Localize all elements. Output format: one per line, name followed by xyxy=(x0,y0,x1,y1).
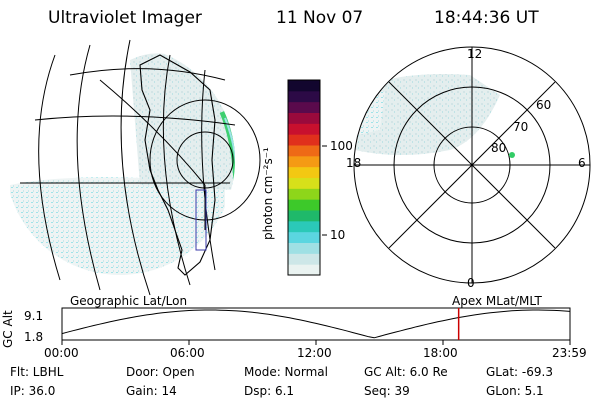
mlat-label-80: 80 xyxy=(491,141,507,155)
colorbar-segment xyxy=(288,188,320,200)
geo-graticule xyxy=(20,39,261,296)
colorbar-segment xyxy=(288,264,320,276)
colorbar-segment xyxy=(288,231,320,243)
footer-ip: IP: 36.0 xyxy=(10,384,56,398)
xtick-2359: 23:59 xyxy=(552,346,587,360)
time-label: 18:44:36 UT xyxy=(434,8,539,28)
colorbar-segment xyxy=(288,253,320,265)
date-label: 11 Nov 07 xyxy=(276,8,364,28)
xtick-0000: 00:00 xyxy=(44,346,79,360)
apex-polar-plot xyxy=(353,46,591,284)
instrument-title: Ultraviolet Imager xyxy=(48,8,202,28)
colorbar-segment xyxy=(288,242,320,254)
colorbar-segment xyxy=(288,134,320,146)
footer-mode: Mode: Normal xyxy=(244,365,328,379)
apex-marker xyxy=(509,152,515,158)
xtick-0600: 06:00 xyxy=(170,346,205,360)
region-box xyxy=(195,189,207,251)
colorbar-tick-10: 10 xyxy=(330,228,346,242)
colorbar-segment xyxy=(288,220,320,233)
colorbar xyxy=(287,79,321,276)
mlt-label-left: 18 xyxy=(346,156,362,170)
colorbar-segment xyxy=(288,177,320,189)
alt-ylabel: GC Alt xyxy=(1,310,15,348)
mlat-label-70: 70 xyxy=(513,120,529,134)
alt-ymin: 1.8 xyxy=(24,330,44,344)
altitude-plot xyxy=(61,307,571,345)
colorbar-unit-label: photon cm⁻²s⁻¹ xyxy=(261,147,275,240)
footer-seq: Seq: 39 xyxy=(364,384,410,398)
colorbar-segment xyxy=(288,145,320,157)
colorbar-segment xyxy=(288,199,320,211)
colorbar-frame xyxy=(287,79,321,276)
footer-gc-alt: GC Alt: 6.0 Re xyxy=(364,365,448,379)
colorbar-segment xyxy=(288,155,320,168)
mlt-label-top: 12 xyxy=(467,47,483,61)
mlt-label-right: 6 xyxy=(578,156,586,170)
colorbar-segment xyxy=(288,123,320,135)
xtick-1800: 18:00 xyxy=(423,346,458,360)
footer-dsp: Dsp: 6.1 xyxy=(244,384,295,398)
footer-door: Door: Open xyxy=(126,365,195,379)
footer-filter: Flt: LBHL xyxy=(10,365,64,379)
colorbar-tick-100: 100 xyxy=(330,139,353,153)
coastline xyxy=(139,54,216,276)
colorbar-segment xyxy=(288,166,320,178)
colorbar-segment xyxy=(288,80,320,92)
colorbar-segment xyxy=(288,90,320,103)
alt-ymax: 9.1 xyxy=(24,309,44,323)
mlt-label-bottom: 0 xyxy=(467,276,475,290)
colorbar-segment xyxy=(288,101,320,113)
footer-glat: GLat: -69.3 xyxy=(486,365,553,379)
colorbar-segment xyxy=(288,112,320,124)
apex-panel-label: Apex MLat/MLT xyxy=(452,294,542,308)
footer-glon: GLon: 5.1 xyxy=(486,384,544,398)
xtick-1200: 12:00 xyxy=(297,346,332,360)
geo-panel-label: Geographic Lat/Lon xyxy=(70,294,188,308)
footer-gain: Gain: 14 xyxy=(126,384,177,398)
mlat-label-60: 60 xyxy=(536,98,552,112)
colorbar-segment xyxy=(288,210,320,222)
